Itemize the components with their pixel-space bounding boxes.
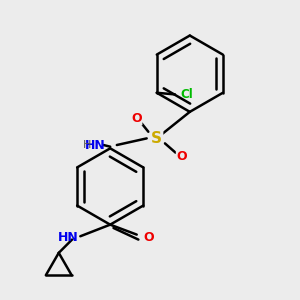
Text: HN: HN: [85, 139, 105, 152]
Text: H: H: [82, 140, 91, 150]
Text: O: O: [143, 231, 154, 244]
Text: HN: HN: [58, 231, 79, 244]
Text: S: S: [151, 131, 162, 146]
Text: O: O: [131, 112, 142, 125]
Text: Cl: Cl: [180, 88, 193, 101]
Text: O: O: [176, 150, 187, 163]
